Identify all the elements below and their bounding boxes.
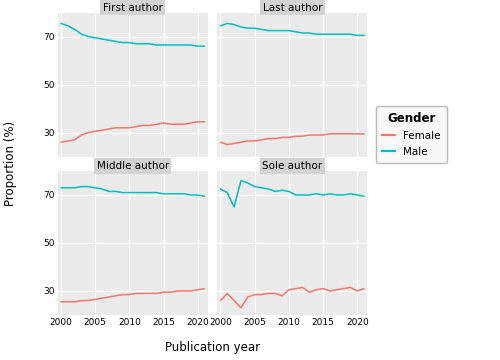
Text: Publication year: Publication year [165,341,260,354]
Legend: Female, Male: Female, Male [376,106,447,163]
Text: Proportion (%): Proportion (%) [4,121,18,206]
Title: Sole author: Sole author [262,161,322,171]
Title: Last author: Last author [262,3,322,13]
Title: First author: First author [103,3,162,13]
Title: Middle author: Middle author [96,161,169,171]
